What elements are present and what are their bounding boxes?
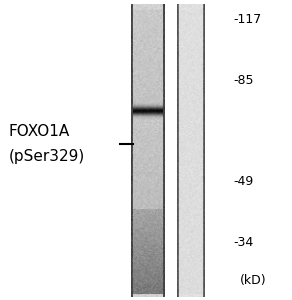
Text: -34: -34 <box>234 236 254 250</box>
Text: (kD): (kD) <box>239 274 266 287</box>
Text: (pSer329): (pSer329) <box>9 148 85 164</box>
Text: FOXO1A: FOXO1A <box>9 124 70 140</box>
Text: -49: -49 <box>234 175 254 188</box>
Text: -85: -85 <box>234 74 254 88</box>
Text: -117: -117 <box>234 13 262 26</box>
